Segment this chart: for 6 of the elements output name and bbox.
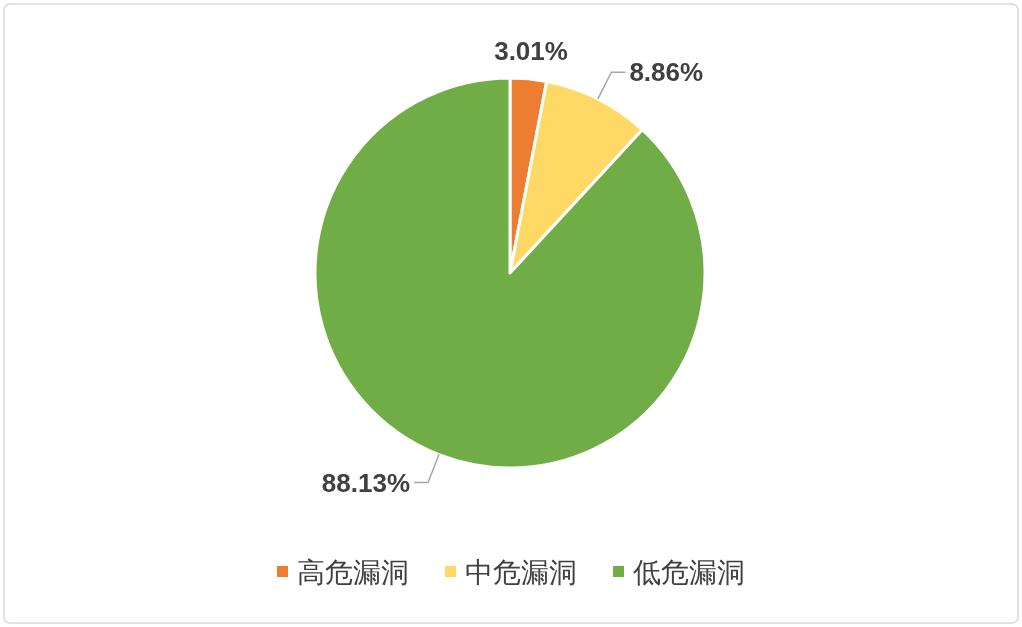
data-label: 88.13% — [321, 467, 411, 498]
data-label: 3.01% — [494, 36, 568, 66]
data-label: 8.86% — [629, 57, 704, 88]
legend-label: 低危漏洞 — [633, 557, 745, 588]
legend-label: 高危漏洞 — [297, 557, 409, 588]
legend-label: 中危漏洞 — [465, 557, 577, 588]
